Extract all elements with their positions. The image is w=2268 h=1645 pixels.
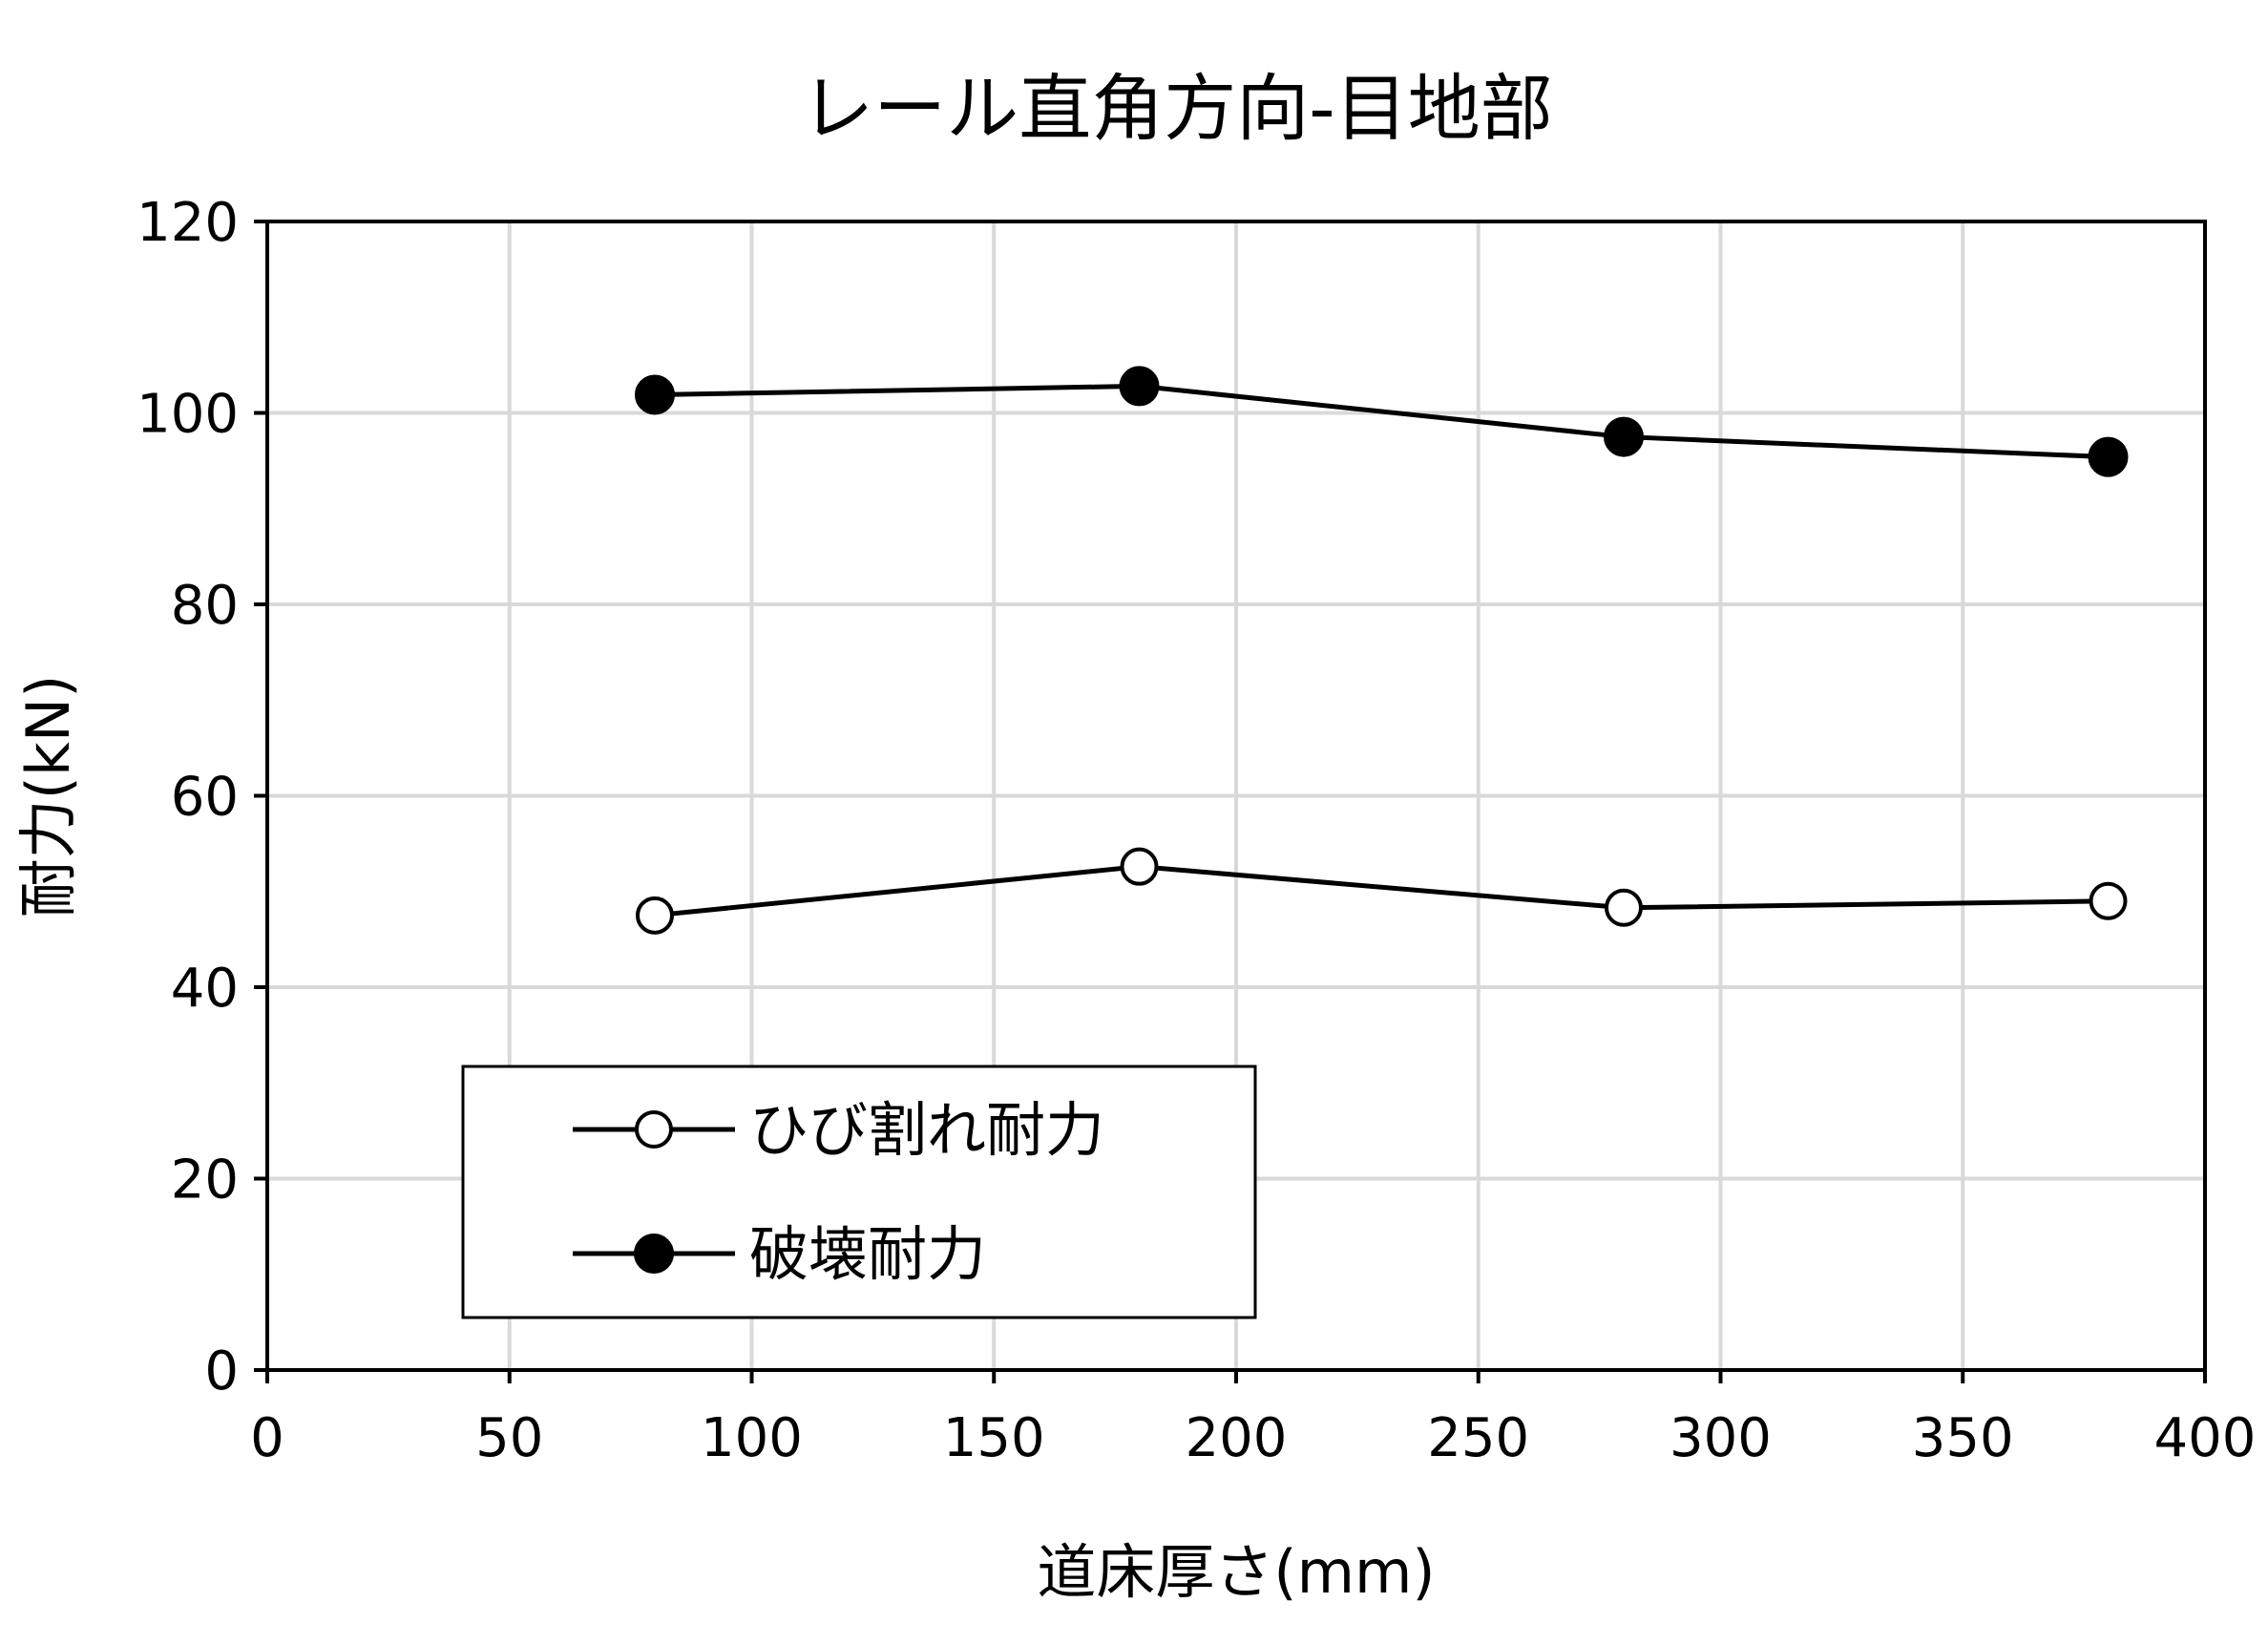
y-tick-label: 60 bbox=[171, 767, 239, 829]
x-tick-label: 350 bbox=[1912, 1407, 2014, 1469]
legend-label-crack: ひび割れ耐力 bbox=[749, 1095, 1104, 1165]
data-point-filled bbox=[2088, 436, 2129, 477]
gridlines bbox=[267, 221, 2205, 1370]
data-point-open bbox=[1605, 888, 1643, 927]
y-tick-label: 40 bbox=[171, 958, 239, 1020]
y-axis-ticks: 0 20 40 60 80 100 120 bbox=[136, 192, 267, 1402]
y-tick-label: 80 bbox=[171, 575, 239, 637]
chart-title: レール直角方向-目地部 bbox=[801, 66, 1552, 151]
series-1 bbox=[635, 366, 2129, 477]
data-point-filled bbox=[1119, 366, 1160, 407]
legend-marker-filled-circle bbox=[634, 1234, 674, 1274]
series-layer bbox=[635, 366, 2129, 935]
y-tick-label: 20 bbox=[171, 1149, 239, 1212]
x-tick-label: 50 bbox=[475, 1407, 543, 1469]
y-tick-label: 0 bbox=[204, 1340, 239, 1402]
y-axis-label: 耐力(kN) bbox=[13, 675, 83, 918]
legend-label-failure: 破壊耐力 bbox=[749, 1219, 986, 1289]
data-point-open bbox=[1120, 847, 1159, 886]
x-tick-label: 400 bbox=[2154, 1407, 2257, 1469]
y-tick-label: 120 bbox=[136, 192, 239, 254]
legend-marker-open-circle bbox=[635, 1110, 673, 1149]
series-line bbox=[654, 383, 2109, 460]
x-axis-ticks: 0 50 100 150 200 250 300 350 400 bbox=[250, 1370, 2256, 1469]
series-line bbox=[654, 864, 2109, 918]
x-tick-label: 250 bbox=[1427, 1407, 1529, 1469]
y-tick-label: 100 bbox=[136, 384, 239, 446]
legend-box bbox=[461, 1065, 1257, 1319]
x-tick-label: 150 bbox=[943, 1407, 1045, 1469]
data-point-open bbox=[636, 896, 674, 935]
x-tick-label: 300 bbox=[1670, 1407, 1772, 1469]
x-axis-label: 道床厚さ(mm) bbox=[1037, 1537, 1435, 1607]
data-point-open bbox=[2089, 881, 2128, 920]
x-tick-label: 0 bbox=[250, 1407, 284, 1469]
x-tick-label: 100 bbox=[701, 1407, 803, 1469]
series-0 bbox=[636, 847, 2128, 935]
data-point-filled bbox=[1604, 416, 1644, 457]
x-tick-label: 200 bbox=[1186, 1407, 1288, 1469]
legend: ひび割れ耐力 破壊耐力 bbox=[461, 1065, 1257, 1319]
data-point-filled bbox=[635, 374, 675, 415]
